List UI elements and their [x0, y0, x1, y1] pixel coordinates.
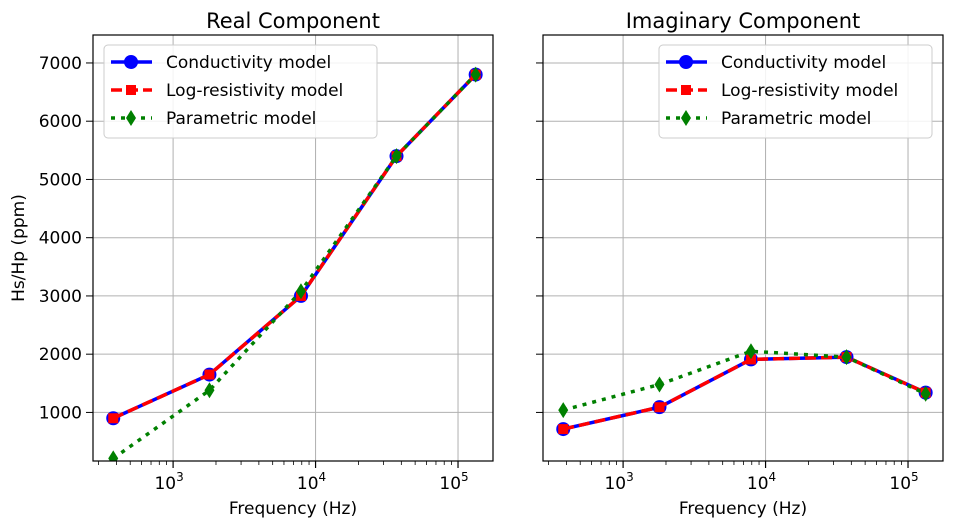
series-line-2: [562, 349, 927, 412]
legend-label: Log-resistivity model: [721, 81, 898, 101]
x-tick-label: 104: [747, 470, 776, 494]
series-group: [106, 66, 483, 461]
data-point: [745, 354, 756, 365]
legend-marker: [679, 55, 693, 69]
x-tick-label: 104: [297, 470, 326, 494]
data-point: [654, 402, 665, 413]
axes-frame: [92, 34, 494, 462]
y-tick-label: 5000: [39, 170, 82, 190]
legend-label: Conductivity model: [721, 53, 886, 73]
data-point: [558, 402, 569, 419]
data-point: [745, 343, 756, 360]
legend-marker: [681, 110, 691, 126]
data-point: [654, 376, 665, 393]
legend-label: Parametric model: [166, 109, 316, 129]
x-tick-label: 105: [439, 470, 468, 494]
data-point: [108, 450, 119, 461]
y-tick-label: 3000: [39, 287, 82, 307]
legend-marker: [681, 85, 691, 95]
y-tick-label: 6000: [39, 112, 82, 132]
legend: Conductivity model Log-resistivity model P…: [103, 44, 378, 139]
y-axis-label: Hs/Hp (ppm): [9, 194, 29, 302]
axes-frame: [542, 34, 944, 462]
legend-box: [658, 44, 933, 139]
x-tick-label: 103: [154, 470, 183, 494]
chart-1: 103 104 105 Imaginary Component Frequency (H…: [536, 9, 944, 519]
y-tick-label: 4000: [39, 229, 82, 249]
legend-label: Parametric model: [721, 109, 871, 129]
chart-0: 103 104 105 1000 2000 3000 4000 5000 6000 7000 Rea…: [9, 9, 494, 519]
data-point: [558, 424, 569, 435]
data-point: [204, 382, 215, 399]
y-tick-label: 7000: [39, 54, 82, 74]
data-point: [920, 385, 931, 402]
data-point: [204, 369, 215, 380]
legend-marker: [124, 55, 138, 69]
data-point: [295, 283, 306, 300]
series-group: [556, 343, 933, 437]
x-axis-label: Frequency (Hz): [229, 499, 357, 519]
y-tick-label: 1000: [39, 403, 82, 423]
legend-marker: [126, 110, 136, 126]
legend-box: [103, 44, 378, 139]
legend: Conductivity model Log-resistivity model P…: [658, 44, 933, 139]
x-tick-label: 103: [604, 470, 633, 494]
x-tick-label: 105: [889, 470, 918, 494]
legend-marker: [126, 85, 136, 95]
chart-title: Imaginary Component: [626, 9, 861, 33]
legend-label: Log-resistivity model: [166, 81, 343, 101]
y-tick-label: 2000: [39, 345, 82, 365]
chart-title: Real Component: [206, 9, 380, 33]
data-point: [108, 413, 119, 424]
series-line-1: [562, 355, 927, 431]
data-point: [841, 349, 852, 366]
legend-label: Conductivity model: [166, 53, 331, 73]
data-point: [470, 66, 481, 83]
data-point: [391, 148, 402, 165]
x-axis-label: Frequency (Hz): [679, 499, 807, 519]
